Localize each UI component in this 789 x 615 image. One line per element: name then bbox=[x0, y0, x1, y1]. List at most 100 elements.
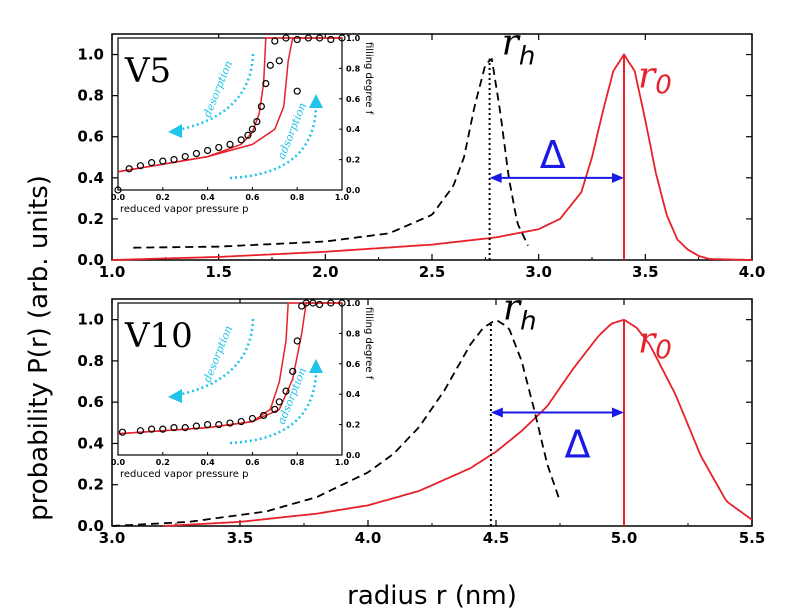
data-point bbox=[192, 149, 200, 158]
data-point bbox=[309, 299, 317, 307]
data-point bbox=[248, 414, 256, 423]
data-point bbox=[316, 300, 324, 309]
inset-x-tick-label: 0.0 bbox=[111, 193, 126, 202]
data-point bbox=[304, 34, 312, 42]
adsorption-arrow-head bbox=[309, 94, 323, 108]
sample-tag: V5 bbox=[124, 51, 171, 91]
adsorption-arrow bbox=[229, 107, 318, 180]
y-tick-label: 0.0 bbox=[77, 251, 104, 269]
bottom-inset: 0.0 0.2 0.4 0.6 0.8 1.00.00.20.40.60.81.0redu… bbox=[111, 299, 374, 480]
inset-y-tick-label: 0.6 bbox=[346, 360, 361, 369]
data-point bbox=[192, 422, 200, 430]
y-tick-label: 0.4 bbox=[77, 169, 104, 187]
x-tick-label: 5.5 bbox=[739, 529, 766, 547]
sample-tag: V10 bbox=[124, 316, 193, 356]
desorption-fit-line bbox=[117, 302, 342, 435]
inset-y-axis-label: filling degree f bbox=[363, 42, 374, 115]
data-point bbox=[248, 125, 256, 133]
data-point bbox=[327, 299, 335, 307]
data-point bbox=[262, 79, 270, 88]
rh-label: rh bbox=[503, 288, 537, 337]
data-point bbox=[293, 35, 301, 44]
data-point bbox=[302, 299, 310, 307]
inset-y-tick-label: 0.8 bbox=[346, 329, 361, 338]
desorption-arrow-head bbox=[168, 389, 182, 403]
desorption-arrow-head bbox=[168, 124, 182, 138]
inset-y-axis-label: filling degree f bbox=[363, 307, 374, 380]
inset-y-tick-label: 0.2 bbox=[346, 421, 360, 430]
data-point bbox=[114, 186, 122, 194]
data-point bbox=[275, 57, 283, 65]
y-tick-label: 0.4 bbox=[77, 434, 104, 452]
x-tick-label: 3.5 bbox=[632, 263, 659, 281]
data-point bbox=[316, 34, 324, 42]
inset-frame bbox=[117, 302, 343, 456]
data-point bbox=[226, 419, 234, 427]
inset-x-axis-label: reduced vapor pressure p bbox=[120, 204, 248, 215]
inset-x-tick-label: 0.0 bbox=[111, 458, 126, 467]
data-point bbox=[215, 143, 223, 152]
data-point bbox=[271, 37, 279, 45]
inset-frame bbox=[117, 37, 343, 191]
x-tick-label: 5.0 bbox=[611, 529, 638, 547]
inset-x-tick-label: 0.2 bbox=[156, 458, 170, 467]
r0-label-subscript: 0 bbox=[655, 336, 672, 366]
delta-arrow-head-right bbox=[612, 407, 624, 418]
y-tick-label: 0.0 bbox=[77, 517, 104, 535]
delta-label: Δ bbox=[564, 423, 590, 467]
inset-x-tick-label: 0.8 bbox=[290, 458, 305, 467]
data-point bbox=[148, 159, 156, 167]
inset-x-tick-label: 0.6 bbox=[245, 193, 260, 202]
data-point bbox=[181, 152, 189, 161]
inset-y-tick-label: 0.8 bbox=[346, 64, 361, 73]
r0-label: r0 bbox=[638, 55, 672, 100]
data-point bbox=[266, 61, 274, 69]
x-tick-label: 1.5 bbox=[205, 263, 232, 281]
data-point bbox=[159, 425, 167, 433]
data-point bbox=[118, 428, 127, 436]
inset-x-tick-label: 0.4 bbox=[201, 458, 216, 467]
y-tick-label: 0.6 bbox=[77, 393, 104, 411]
rh-distribution-line bbox=[133, 57, 529, 249]
data-point bbox=[148, 425, 156, 433]
data-point bbox=[136, 162, 144, 170]
data-point bbox=[226, 140, 234, 148]
data-point bbox=[170, 156, 178, 164]
x-tick-label: 4.5 bbox=[483, 529, 510, 547]
adsorption-arrow-head bbox=[309, 359, 323, 373]
x-tick-label: 4.0 bbox=[739, 263, 766, 281]
data-point bbox=[282, 34, 290, 42]
data-point bbox=[338, 299, 346, 307]
x-axis-label: radius r (nm) bbox=[347, 581, 517, 611]
desorption-arrow bbox=[177, 318, 255, 397]
inset-x-tick-label: 0.6 bbox=[245, 458, 260, 467]
y-tick-label: 0.2 bbox=[77, 210, 104, 228]
y-tick-label: 1.0 bbox=[77, 311, 104, 329]
data-point bbox=[204, 421, 212, 429]
inset-y-tick-label: 0.6 bbox=[346, 95, 361, 104]
data-point bbox=[338, 34, 346, 42]
inset-y-tick-label: 0.4 bbox=[346, 125, 361, 134]
rh-distribution-line bbox=[111, 319, 561, 527]
y-axis-label: probability P(r) (arb. units) bbox=[24, 175, 54, 521]
inset-y-tick-label: 0.0 bbox=[346, 451, 361, 460]
delta-arrow-head-right bbox=[612, 172, 624, 183]
data-point bbox=[136, 427, 144, 435]
desorption-arrow bbox=[177, 53, 255, 132]
inset-x-tick-label: 0.8 bbox=[290, 193, 305, 202]
data-point bbox=[289, 367, 297, 375]
top-inset: 0.0 0.2 0.4 0.6 0.8 1.00.00.20.40.60.81.0redu… bbox=[111, 34, 374, 215]
data-point bbox=[260, 411, 268, 420]
delta-arrow-head-left bbox=[489, 172, 502, 183]
data-point bbox=[181, 424, 189, 432]
data-point bbox=[215, 421, 223, 429]
y-tick-label: 1.0 bbox=[77, 46, 104, 64]
data-point bbox=[125, 165, 133, 173]
rh-label-subscript: h bbox=[519, 42, 535, 72]
inset-y-tick-label: 0.0 bbox=[346, 186, 361, 195]
x-tick-label: 2.5 bbox=[419, 263, 446, 281]
data-point bbox=[271, 405, 279, 413]
y-tick-label: 0.8 bbox=[77, 352, 104, 370]
inset-y-tick-label: 0.4 bbox=[346, 390, 361, 399]
